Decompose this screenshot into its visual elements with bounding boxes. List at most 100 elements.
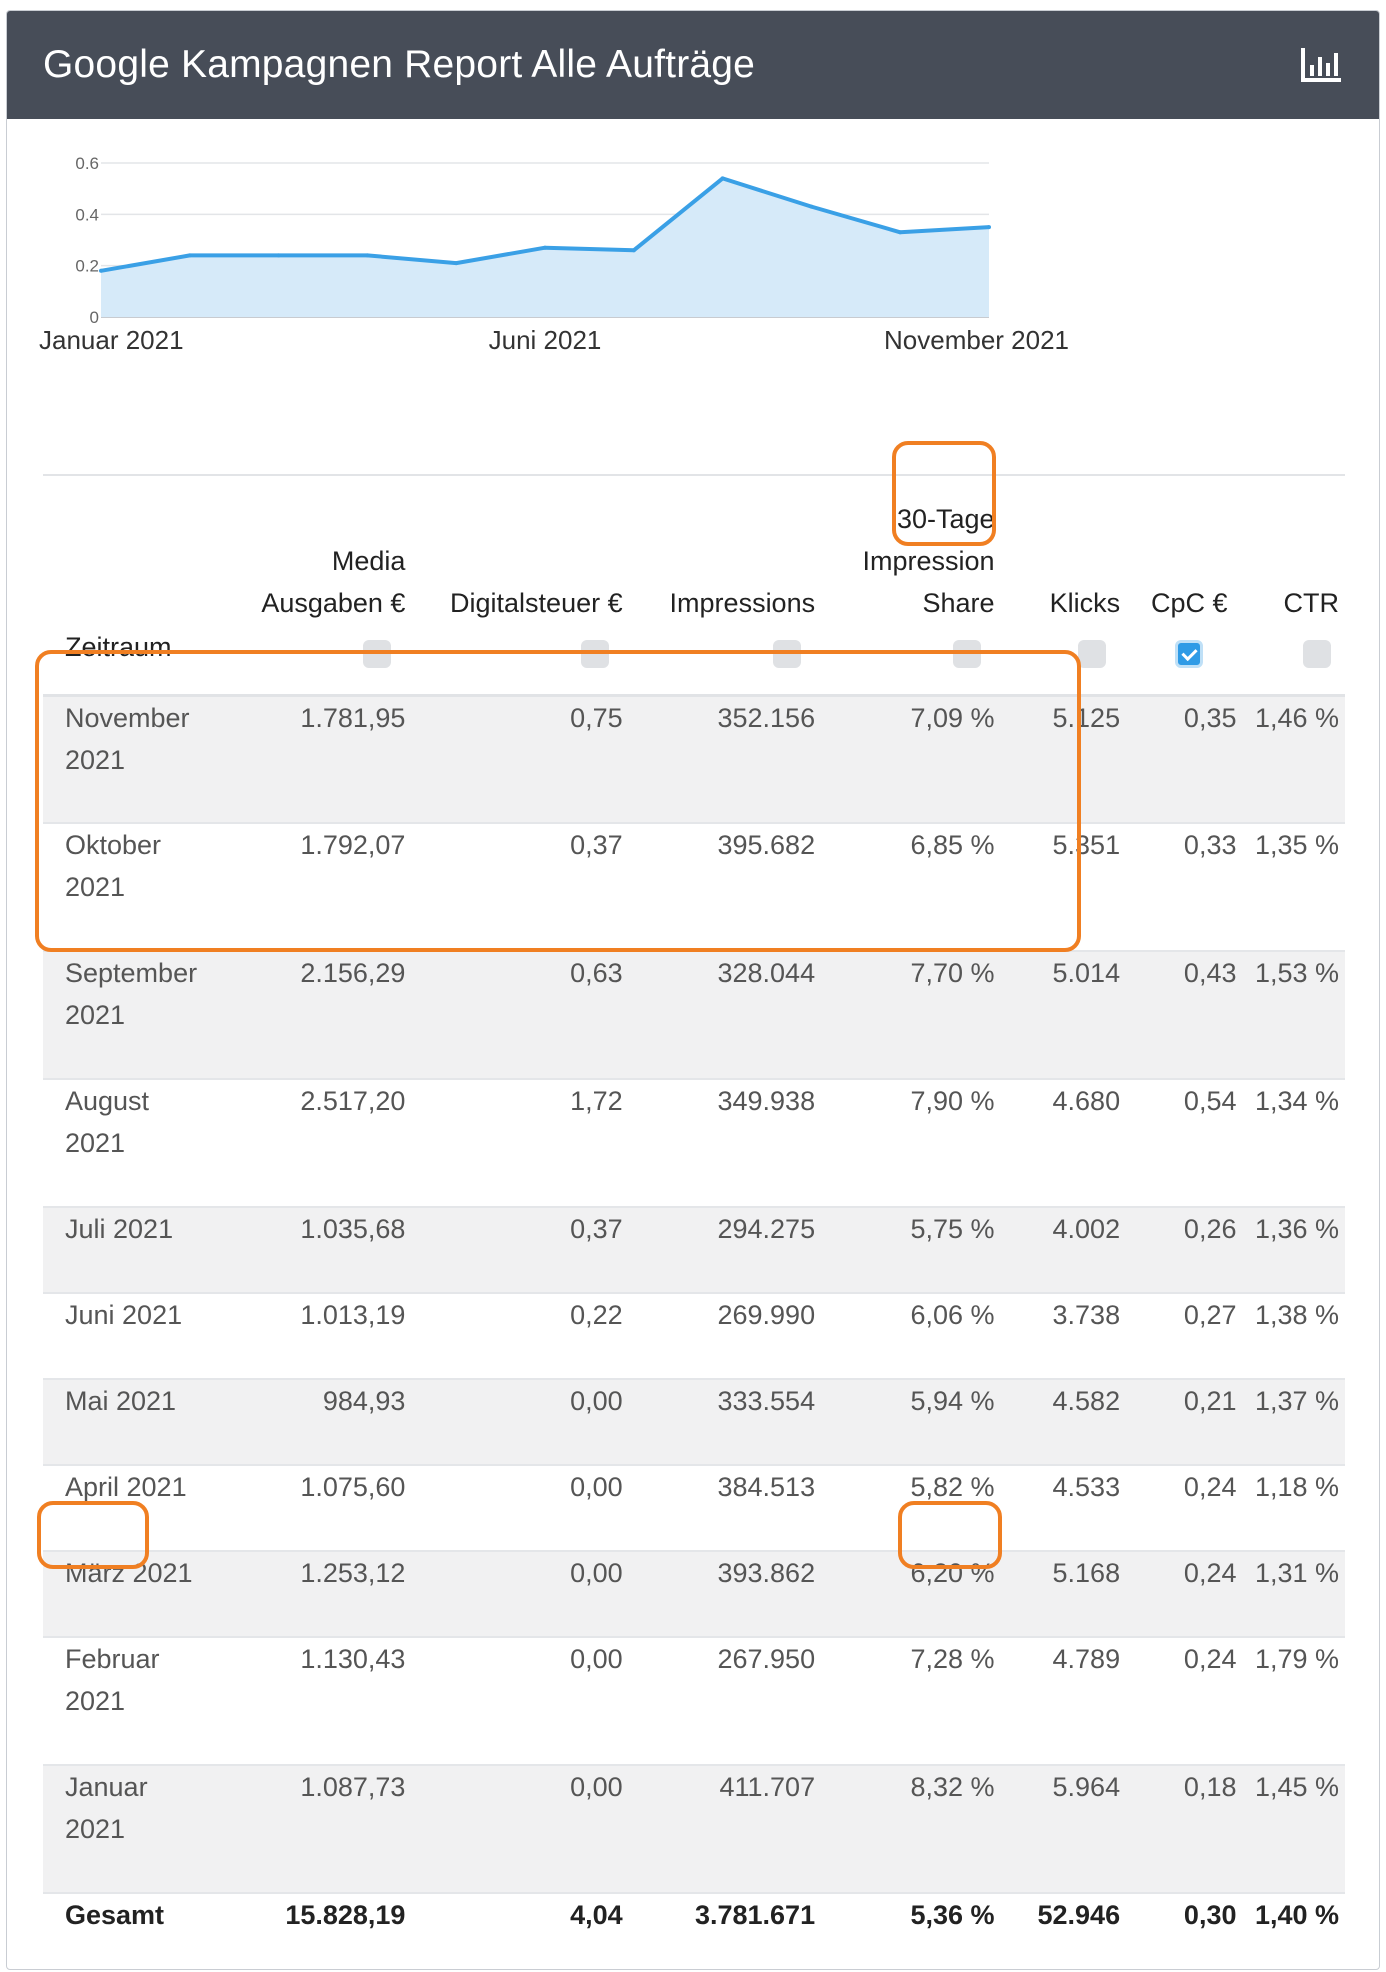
period-cell: Juni 2021 (43, 1292, 238, 1379)
impression-share-cell: 5,75 % (821, 1206, 1001, 1293)
media-ausgaben-cell: 1.035,68 (237, 1206, 412, 1293)
total-media-ausgaben-cell: 15.828,19 (237, 1892, 412, 1969)
digitalsteuer-cell: 0,00 (411, 1378, 629, 1465)
table-row: Mai 2021 984,93 0,00 333.554 5,94 % 4.582 0,21… (43, 1378, 1345, 1465)
period-cell: Januar 2021 (43, 1764, 238, 1893)
data-point (720, 176, 725, 181)
table-row: August 2021 2.517,20 1,72 349.938 7,90 % 4.68… (43, 1078, 1345, 1207)
table-row: Oktober 2021 1.792,07 0,37 395.682 6,85 % 5.3… (43, 822, 1345, 951)
total-impressions-cell: 3.781.671 (628, 1892, 822, 1969)
total-impression-share-cell: 5,36 % (821, 1892, 1001, 1969)
ctr-cell: 1,31 % (1242, 1550, 1345, 1637)
data-point (365, 253, 370, 258)
impression-share-cell: 7,09 % (821, 694, 1001, 823)
header-impression-share: 30-Tage Impression Share (821, 483, 1001, 697)
klicks-cell: 4.002 (1000, 1206, 1127, 1293)
impressions-cell: 267.950 (628, 1636, 822, 1765)
impressions-cell: 333.554 (628, 1378, 822, 1465)
cpc-cell: 0,24 (1126, 1636, 1243, 1765)
period-cell: September 2021 (43, 950, 238, 1079)
ctr-cell: 1,34 % (1242, 1078, 1345, 1207)
klicks-cell: 4.789 (1000, 1636, 1127, 1765)
digitalsteuer-checkbox[interactable] (580, 639, 609, 668)
klicks-cell: 4.582 (1000, 1378, 1127, 1465)
impressions-cell: 349.938 (628, 1078, 822, 1207)
impression-share-cell: 5,82 % (821, 1464, 1001, 1551)
table-row: März 2021 1.253,12 0,00 393.862 6,20 % 5.168 0… (43, 1550, 1345, 1637)
x-tick-label: Januar 2021 (39, 325, 184, 355)
cpc-area-chart: 0 0.2 0.4 0.6 Januar 2021 Juni 2021 November 2… (7, 119, 1379, 449)
table-header-row: Zeitraum Media Ausgaben € Digitalsteuer … (43, 483, 1345, 697)
digitalsteuer-cell: 0,00 (411, 1636, 629, 1765)
data-point (987, 225, 991, 230)
cpc-cell: 0,33 (1126, 822, 1243, 951)
table-row: Juli 2021 1.035,68 0,37 294.275 5,75 % 4.002 0… (43, 1206, 1345, 1293)
period-cell: August 2021 (43, 1078, 238, 1207)
header-cpc: CpC € (1126, 483, 1243, 697)
table-row: November 2021 1.781,95 0,75 352.156 7,09 % 5.… (43, 694, 1345, 823)
digitalsteuer-cell: 0,75 (411, 694, 629, 823)
impression-share-cell: 5,94 % (821, 1378, 1001, 1465)
impression-share-cell: 6,20 % (821, 1550, 1001, 1637)
impression-share-cell: 7,28 % (821, 1636, 1001, 1765)
cpc-cell: 0,35 (1126, 694, 1243, 823)
klicks-checkbox[interactable] (1078, 639, 1107, 668)
digitalsteuer-cell: 0,63 (411, 950, 629, 1079)
impressions-cell: 328.044 (628, 950, 822, 1079)
ctr-checkbox[interactable] (1303, 639, 1331, 668)
table-row: Juni 2021 1.013,19 0,22 269.990 6,06 % 3.738 0… (43, 1292, 1345, 1379)
ctr-cell: 1,46 % (1242, 694, 1345, 823)
impressions-cell: 269.990 (628, 1292, 822, 1379)
data-point (898, 230, 903, 235)
media-ausgaben-cell: 1.075,60 (237, 1464, 412, 1551)
ctr-cell: 1,53 % (1242, 950, 1345, 1079)
cpc-cell: 0,43 (1126, 950, 1243, 1079)
klicks-cell: 4.680 (1000, 1078, 1127, 1207)
total-label: Gesamt (43, 1892, 238, 1969)
header-klicks: Klicks (1000, 483, 1127, 697)
total-ctr-cell: 1,40 % (1242, 1892, 1345, 1969)
impression-share-cell: 7,90 % (821, 1078, 1001, 1207)
klicks-cell: 5.351 (1000, 822, 1127, 951)
total-klicks-cell: 52.946 (1000, 1892, 1127, 1969)
period-cell: April 2021 (43, 1464, 238, 1551)
x-tick-label: November 2021 (884, 325, 1069, 355)
period-cell: Mai 2021 (43, 1378, 238, 1465)
header-ctr: CTR (1242, 483, 1345, 697)
y-tick-label: 0.2 (75, 257, 99, 276)
header-media-ausgaben: Media Ausgaben € (237, 483, 412, 697)
digitalsteuer-cell: 0,22 (411, 1292, 629, 1379)
digitalsteuer-cell: 0,00 (411, 1464, 629, 1551)
chart-svg: 0 0.2 0.4 0.6 Januar 2021 Juni 2021 November 2… (39, 154, 1069, 355)
media-ausgaben-checkbox[interactable] (363, 639, 392, 668)
panel-header: Google Kampagnen Report Alle Aufträge (7, 11, 1379, 119)
ctr-cell: 1,18 % (1242, 1464, 1345, 1551)
impressions-cell: 384.513 (628, 1464, 822, 1551)
impression-share-checkbox[interactable] (952, 639, 981, 668)
ctr-cell: 1,35 % (1242, 822, 1345, 951)
media-ausgaben-cell: 2.517,20 (237, 1078, 412, 1207)
period-cell: Oktober 2021 (43, 822, 238, 951)
media-ausgaben-cell: 1.013,19 (237, 1292, 412, 1379)
table-row: Januar 2021 1.087,73 0,00 411.707 8,32 % 5.96… (43, 1764, 1345, 1893)
y-tick-label: 0.6 (75, 154, 99, 173)
ctr-cell: 1,79 % (1242, 1636, 1345, 1765)
impressions-cell: 294.275 (628, 1206, 822, 1293)
data-point (187, 253, 192, 258)
impressions-cell: 395.682 (628, 822, 822, 951)
cpc-checkbox-checked[interactable] (1175, 639, 1204, 668)
cpc-cell: 0,18 (1126, 1764, 1243, 1893)
digitalsteuer-cell: 0,00 (411, 1550, 629, 1637)
impressions-checkbox[interactable] (773, 639, 802, 668)
divider (43, 474, 1345, 476)
cpc-cell: 0,54 (1126, 1078, 1243, 1207)
cpc-cell: 0,26 (1126, 1206, 1243, 1293)
page-title: Google Kampagnen Report Alle Aufträge (43, 43, 756, 86)
cpc-cell: 0,27 (1126, 1292, 1243, 1379)
data-point (631, 248, 636, 253)
bar-chart-report-icon[interactable] (1299, 45, 1343, 85)
header-impressions: Impressions (628, 483, 822, 697)
media-ausgaben-cell: 1.130,43 (237, 1636, 412, 1765)
data-point (276, 253, 281, 258)
digitalsteuer-cell: 0,00 (411, 1764, 629, 1893)
